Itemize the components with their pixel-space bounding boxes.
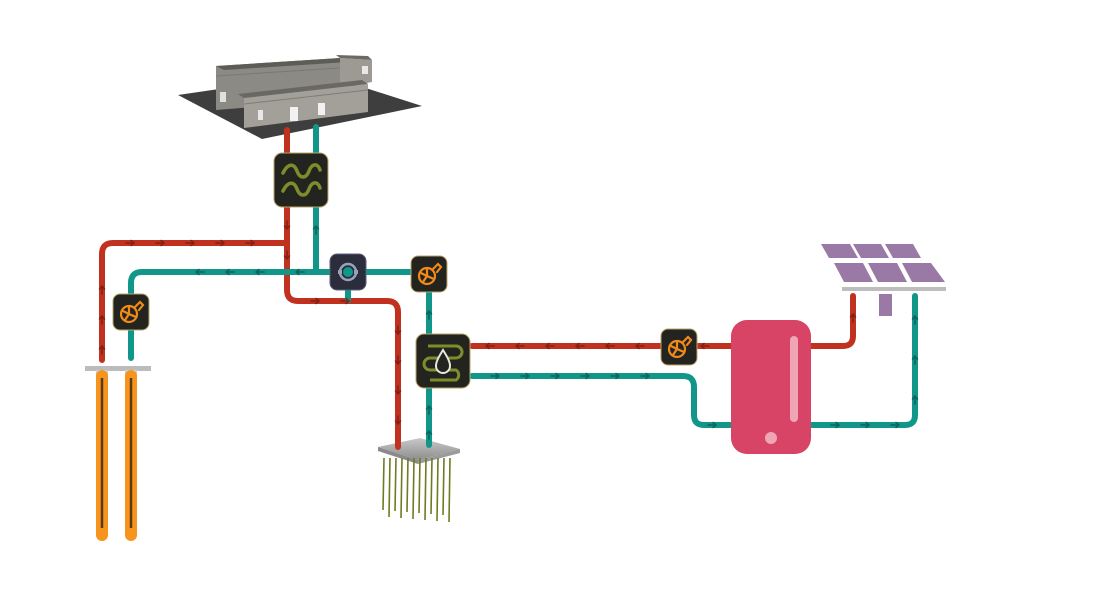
flow-arrow [295,268,305,276]
energy-pile-rod [394,457,397,512]
solar-collector [821,244,946,316]
energy-pile-rod [418,457,421,514]
energy-pile-rod [382,457,385,511]
ground-heat-exchanger [415,333,471,389]
flow-arrow [545,342,555,350]
flow-arrow [635,342,645,350]
flow-arrow [640,372,650,380]
flow-arrow [394,355,402,365]
pipe-solar-return [808,293,918,428]
flow-arrow [550,372,560,380]
flow-arrow [255,268,265,276]
flow-arrow [911,395,919,405]
flow-arrow [860,421,870,429]
flow-arrow [195,268,205,276]
flow-arrow [312,225,320,235]
flow-arrow [215,239,225,247]
building [178,55,422,139]
flow-arrow [98,345,106,355]
pipe-network [99,124,918,450]
flow-arrow [490,372,500,380]
pump-icon [667,335,693,359]
circulation-pump-center [410,255,448,293]
valve-icon [338,262,358,282]
energy-pile-rod [436,457,439,522]
flow-arrow [425,405,433,415]
circulation-pump-probes [112,293,150,331]
three-way-valve [329,253,367,291]
ground-heat-exchanger-icon [422,344,464,382]
flow-arrow [485,342,495,350]
borehole-probes [85,366,151,541]
pipe-probe-hot-loop [99,240,290,363]
energy-pile-rod [448,457,451,523]
flow-arrow [580,372,590,380]
flow-arrow [700,342,710,350]
energy-pile-rod [406,457,409,513]
energy-pile-rod [388,457,391,518]
flow-arrow [394,415,402,425]
circulation-pump-tank [660,328,698,366]
energy-pile-rod [430,457,433,515]
flow-arrow [394,385,402,395]
flow-arrow [283,220,291,230]
pump-icon [417,262,443,286]
pump-icon [119,300,145,324]
heat-exchanger-icon [281,163,322,197]
flow-arrow [245,239,255,247]
storage-tank [731,320,811,454]
flow-arrow [849,313,857,323]
flow-arrow [707,421,717,429]
flow-arrow [425,430,433,440]
pipe-hx-hot-down [284,204,401,450]
pipe-solar-supply [808,293,856,349]
energy-piles [378,438,460,523]
flow-arrow [911,315,919,325]
flow-arrow [125,239,135,247]
energy-pile-rod [424,457,427,521]
flow-arrow [520,372,530,380]
flow-arrow [98,315,106,325]
flow-arrow [830,421,840,429]
flow-arrow [425,310,433,320]
circulation-pumps [112,255,698,366]
flow-arrow [310,297,320,305]
flow-arrow [225,268,235,276]
flow-arrow [605,342,615,350]
pipe-probe-cold-loop [128,269,432,361]
flow-arrow [890,421,900,429]
pipe-ghx-to-tank [469,373,734,428]
energy-pile-rod [400,457,403,519]
flow-arrow [155,239,165,247]
flow-arrow [283,250,291,260]
flow-arrow [394,325,402,335]
flow-arrow [340,297,350,305]
flow-arrow [98,285,106,295]
flow-arrow [185,239,195,247]
flow-arrow [610,372,620,380]
energy-pile-rod [442,457,445,516]
energy-pile-rod [412,457,415,520]
flow-arrow [515,342,525,350]
flow-arrow [911,355,919,365]
flow-arrow [575,342,585,350]
heat-exchanger [273,152,329,208]
